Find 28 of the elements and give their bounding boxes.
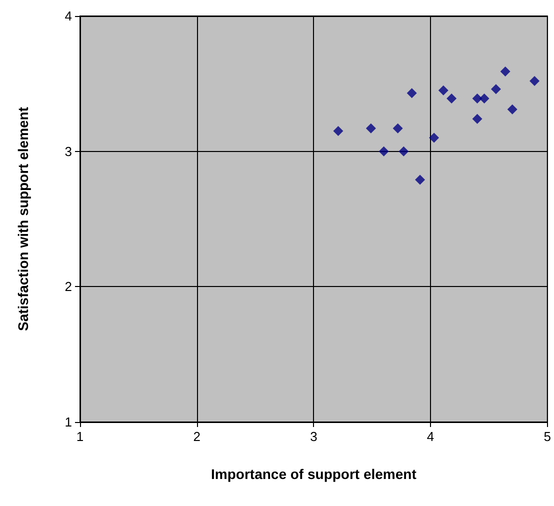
point xyxy=(406,88,417,98)
x-tick-label: 4 xyxy=(426,429,434,444)
point xyxy=(333,126,344,136)
point xyxy=(500,66,510,76)
x-tick-label: 2 xyxy=(193,429,200,444)
point xyxy=(415,174,426,185)
point xyxy=(472,114,482,124)
point xyxy=(366,123,376,134)
y-tick-label: 1 xyxy=(64,414,72,430)
y-tick-label: 3 xyxy=(64,144,72,159)
x-axis-title: Importance of support element xyxy=(211,466,417,482)
point xyxy=(490,84,501,94)
point xyxy=(398,146,409,156)
point xyxy=(479,94,490,104)
x-tick-label: 5 xyxy=(544,429,551,444)
x-tick-label: 1 xyxy=(76,429,84,444)
point xyxy=(392,123,403,134)
point xyxy=(429,132,440,143)
y-axis-title: Satisfaction with support element xyxy=(15,106,31,332)
point xyxy=(530,76,540,86)
y-tick-label: 4 xyxy=(64,8,72,24)
point xyxy=(446,94,457,104)
point xyxy=(378,146,389,156)
point xyxy=(438,85,448,96)
point xyxy=(507,104,518,114)
x-tick-label: 3 xyxy=(310,429,318,444)
y-tick-label: 2 xyxy=(64,279,72,294)
point xyxy=(472,94,482,104)
